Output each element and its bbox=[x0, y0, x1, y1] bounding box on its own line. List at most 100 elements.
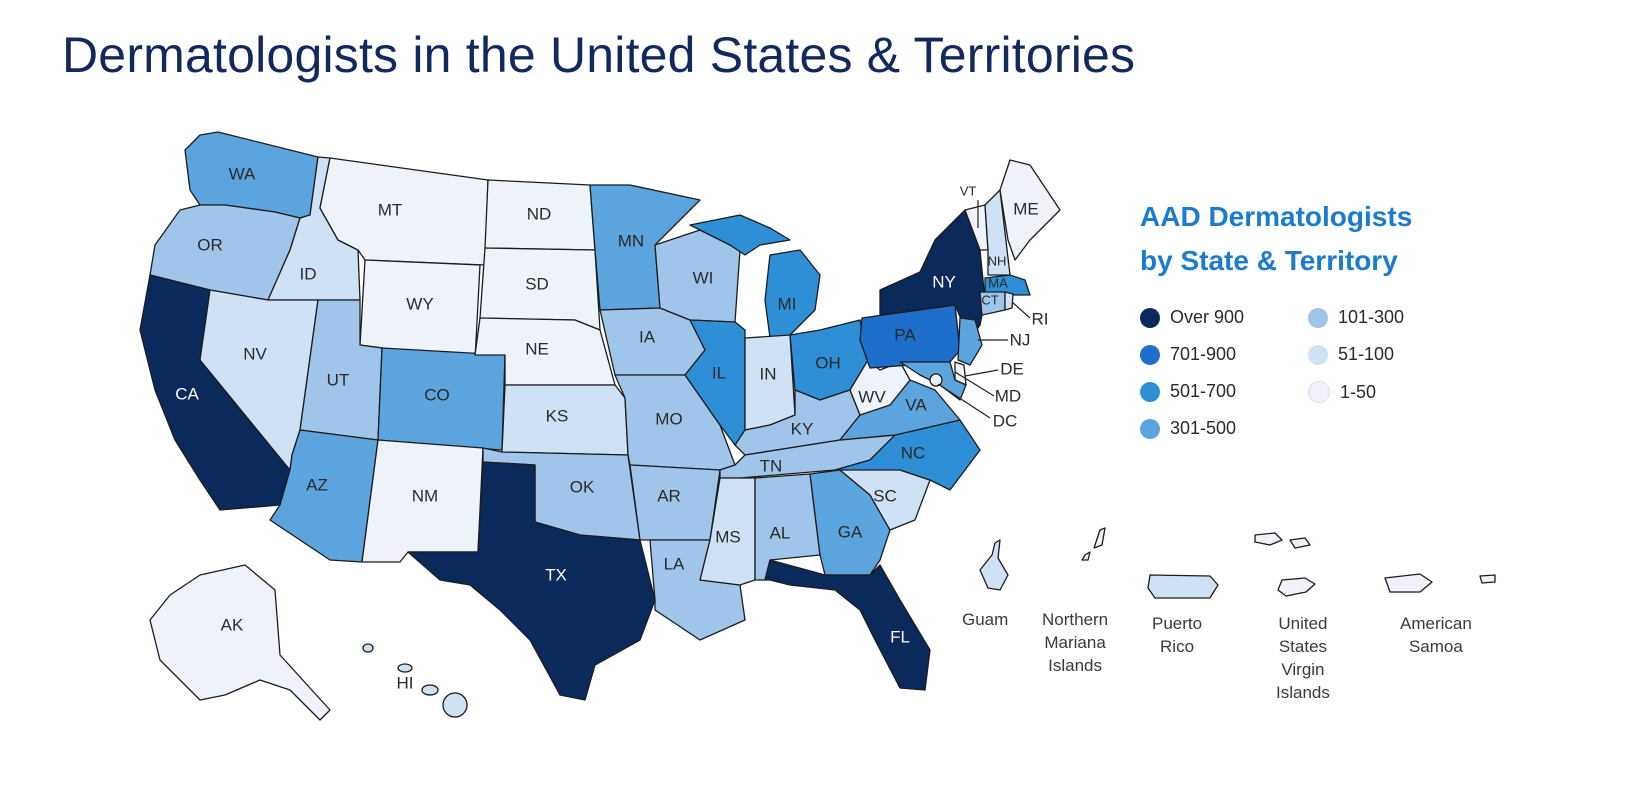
legend-item: 1-50 bbox=[1308, 381, 1376, 403]
label-wi: WI bbox=[693, 268, 714, 287]
legend-label: 301-500 bbox=[1170, 418, 1237, 438]
label-co: CO bbox=[424, 385, 450, 404]
territory-label-nmi-line2: Mariana bbox=[1044, 633, 1106, 652]
label-nh: NH bbox=[988, 253, 1007, 268]
territory-label-pr-line1: Puerto bbox=[1152, 614, 1203, 633]
leader-dc bbox=[937, 383, 991, 419]
state-ak[interactable] bbox=[149, 564, 331, 721]
label-ny: NY bbox=[932, 272, 956, 291]
label-ks: KS bbox=[546, 406, 569, 425]
label-id: ID bbox=[300, 264, 317, 283]
legend-swatch-icon bbox=[1140, 418, 1160, 439]
territory-label-pr: Puerto Rico bbox=[1152, 612, 1202, 658]
legend-label: 101-300 bbox=[1338, 307, 1405, 327]
label-nc: NC bbox=[901, 443, 926, 462]
label-ok: OK bbox=[570, 477, 595, 496]
label-ga: GA bbox=[838, 522, 863, 541]
label-wv: WV bbox=[858, 387, 886, 406]
state-ri[interactable] bbox=[1004, 291, 1014, 311]
legend: AAD Dermatologists by State & Territory … bbox=[1140, 195, 1560, 439]
territory-label-nmi: Northern Mariana Islands bbox=[1042, 608, 1108, 677]
legend-swatch-icon bbox=[1308, 344, 1328, 365]
label-or: OR bbox=[197, 235, 223, 254]
legend-title-line1: AAD Dermatologists bbox=[1140, 201, 1413, 232]
leader-md bbox=[954, 371, 995, 397]
state-nc[interactable] bbox=[834, 419, 981, 491]
state-mi[interactable] bbox=[764, 249, 821, 339]
label-ct: CT bbox=[981, 292, 998, 307]
state-fl[interactable] bbox=[764, 559, 931, 691]
label-tx: TX bbox=[545, 565, 567, 584]
legend-swatch-icon bbox=[1140, 344, 1160, 365]
label-nm: NM bbox=[412, 486, 438, 505]
legend-label: 51-100 bbox=[1338, 344, 1395, 364]
state-nj[interactable] bbox=[957, 317, 983, 366]
state-mi-upper[interactable] bbox=[689, 214, 791, 256]
territory-pr[interactable] bbox=[1147, 574, 1219, 599]
legend-swatch-icon bbox=[1308, 307, 1328, 328]
legend-item: 501-700 bbox=[1140, 381, 1236, 402]
legend-label: 1-50 bbox=[1340, 381, 1377, 402]
label-mn: MN bbox=[618, 231, 644, 250]
label-sd: SD bbox=[525, 274, 549, 293]
label-ms: MS bbox=[715, 527, 741, 546]
territory-label-usvi-line3: Virgin bbox=[1281, 660, 1325, 679]
district-dc[interactable] bbox=[929, 373, 943, 387]
label-wy: WY bbox=[406, 294, 433, 313]
page-title: Dermatologists in the United States & Te… bbox=[62, 27, 1136, 83]
territory-label-usvi-line4: Islands bbox=[1276, 683, 1330, 702]
legend-swatch-icon bbox=[1140, 307, 1160, 328]
label-me: ME bbox=[1013, 199, 1039, 218]
state-nh[interactable] bbox=[984, 189, 1011, 276]
label-mo: MO bbox=[655, 409, 682, 428]
legend-items: Over 900 701-900 501-700 301-500 101-300… bbox=[1140, 307, 1540, 467]
label-ky: KY bbox=[791, 419, 814, 438]
label-ma: MA bbox=[988, 275, 1008, 290]
territory-as-2[interactable] bbox=[1479, 574, 1496, 584]
label-mi: MI bbox=[778, 294, 797, 313]
label-ut: UT bbox=[327, 370, 350, 389]
state-hi-maui[interactable] bbox=[421, 684, 439, 696]
territory-guam[interactable] bbox=[979, 539, 1009, 591]
territory-label-guam: Guam bbox=[962, 608, 1008, 631]
label-tn: TN bbox=[760, 456, 783, 475]
territory-label-as: American Samoa bbox=[1400, 612, 1472, 658]
label-la: LA bbox=[664, 554, 685, 573]
territory-label-pr-line2: Rico bbox=[1160, 637, 1195, 656]
label-il: IL bbox=[712, 363, 726, 382]
state-hi-kauai[interactable] bbox=[362, 643, 374, 653]
label-al: AL bbox=[770, 523, 791, 542]
territory-label-as-line2: Samoa bbox=[1408, 637, 1463, 656]
label-ak: AK bbox=[221, 615, 244, 634]
state-tx[interactable] bbox=[407, 461, 656, 701]
legend-title-line2: by State & Territory bbox=[1140, 245, 1398, 276]
territory-usvi-2[interactable] bbox=[1254, 532, 1283, 546]
label-dc: DC bbox=[993, 411, 1018, 430]
legend-label: 701-900 bbox=[1170, 344, 1237, 364]
state-hi-oahu[interactable] bbox=[397, 663, 413, 673]
state-hi-big[interactable] bbox=[442, 692, 468, 718]
territory-usvi[interactable] bbox=[1277, 577, 1316, 597]
territory-as[interactable] bbox=[1384, 573, 1433, 593]
territory-label-nmi-line1: Northern bbox=[1042, 610, 1109, 629]
territory-label-usvi-line1: United bbox=[1278, 614, 1328, 633]
legend-item: 301-500 bbox=[1140, 418, 1236, 439]
territory-label-nmi-line3: Islands bbox=[1048, 656, 1102, 675]
state-me[interactable] bbox=[999, 159, 1061, 261]
territory-usvi-3[interactable] bbox=[1289, 537, 1311, 549]
legend-item: 701-900 bbox=[1140, 344, 1236, 365]
label-pa: PA bbox=[894, 325, 916, 344]
label-nj: NJ bbox=[1010, 330, 1031, 349]
label-fl: FL bbox=[890, 627, 910, 646]
label-vt: VT bbox=[960, 183, 977, 198]
label-ar: AR bbox=[657, 486, 681, 505]
label-de: DE bbox=[1000, 359, 1024, 378]
territory-nmi[interactable] bbox=[1093, 527, 1106, 549]
legend-item: Over 900 bbox=[1140, 307, 1244, 328]
legend-swatch-icon bbox=[1140, 381, 1160, 402]
territory-nmi-2[interactable] bbox=[1081, 551, 1091, 561]
legend-item: 101-300 bbox=[1308, 307, 1404, 328]
label-mt: MT bbox=[378, 200, 403, 219]
legend-label: 501-700 bbox=[1170, 381, 1237, 401]
